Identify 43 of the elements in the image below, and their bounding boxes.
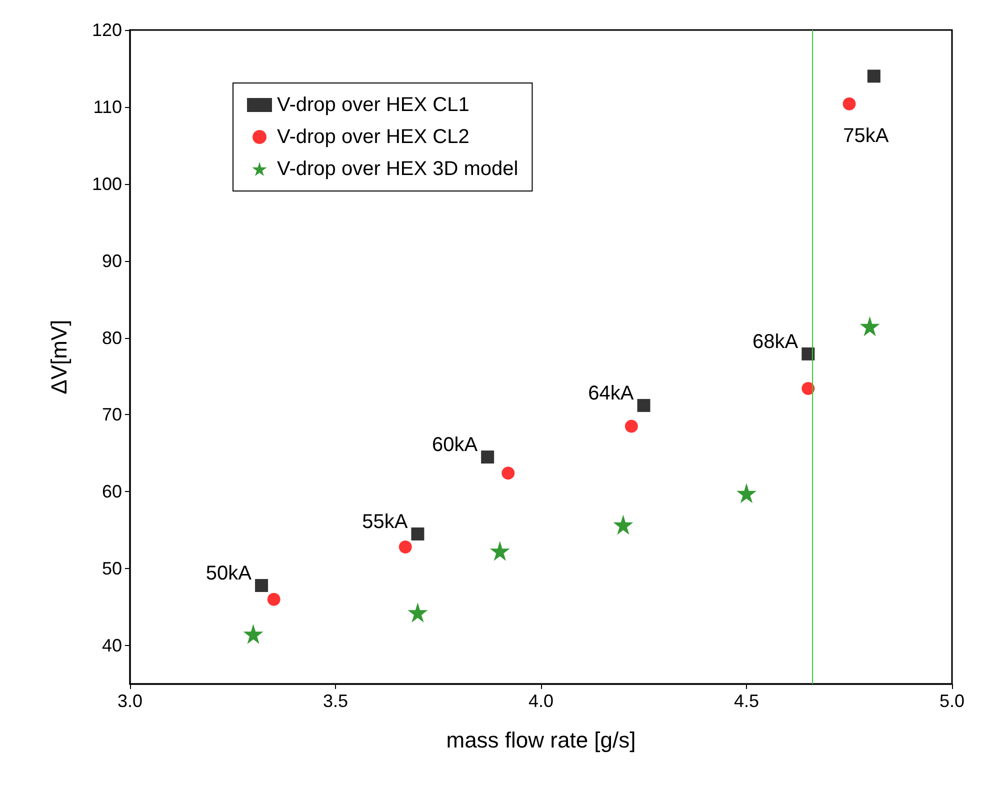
point — [267, 592, 280, 606]
point — [243, 624, 264, 644]
y-axis-title: ΔV[mV] — [46, 320, 72, 394]
y-tick-label: 110 — [93, 96, 122, 117]
legend-label: V-drop over HEX CL2 — [277, 126, 470, 148]
y-tick-label: 70 — [102, 404, 122, 425]
point — [411, 527, 424, 540]
x-tick-label: 3.5 — [322, 691, 348, 711]
annotation: 68kA — [752, 330, 799, 353]
point — [408, 602, 428, 622]
x-tick-label: 4.0 — [528, 691, 554, 711]
legend-label: V-drop over HEX 3D model — [277, 158, 518, 180]
point — [637, 398, 650, 412]
legend-label: V-drop over HEX CL1 — [277, 94, 470, 116]
y-tick-label: 80 — [102, 328, 122, 348]
y-tick-label: 40 — [102, 636, 122, 656]
point — [842, 97, 856, 110]
y-tick-label: 100 — [92, 174, 122, 194]
annotation: 55kA — [362, 510, 408, 533]
point — [860, 316, 880, 336]
x-tick-label: 3.0 — [117, 691, 143, 711]
point — [867, 70, 880, 83]
y-tick-label: 120 — [92, 20, 122, 40]
point — [624, 420, 638, 433]
y-tick-label: 60 — [102, 482, 122, 502]
point — [613, 514, 634, 535]
point — [802, 382, 815, 396]
point — [481, 450, 494, 464]
x-tick-label: 4.5 — [734, 691, 760, 711]
annotation: 50kA — [206, 562, 252, 585]
point — [502, 466, 515, 480]
point — [490, 540, 510, 561]
x-axis-title: mass flow rate [g/s] — [446, 728, 636, 752]
annotation: 64kA — [588, 382, 634, 404]
y-tick-label: 50 — [102, 558, 122, 579]
point — [736, 483, 756, 504]
y-tick-label: 90 — [102, 250, 122, 271]
x-tick-label: 5.0 — [939, 691, 965, 711]
point — [802, 347, 815, 360]
annotation: 60kA — [432, 434, 478, 456]
point — [255, 579, 268, 592]
point — [398, 540, 412, 554]
annotation: 75kA — [843, 125, 890, 148]
